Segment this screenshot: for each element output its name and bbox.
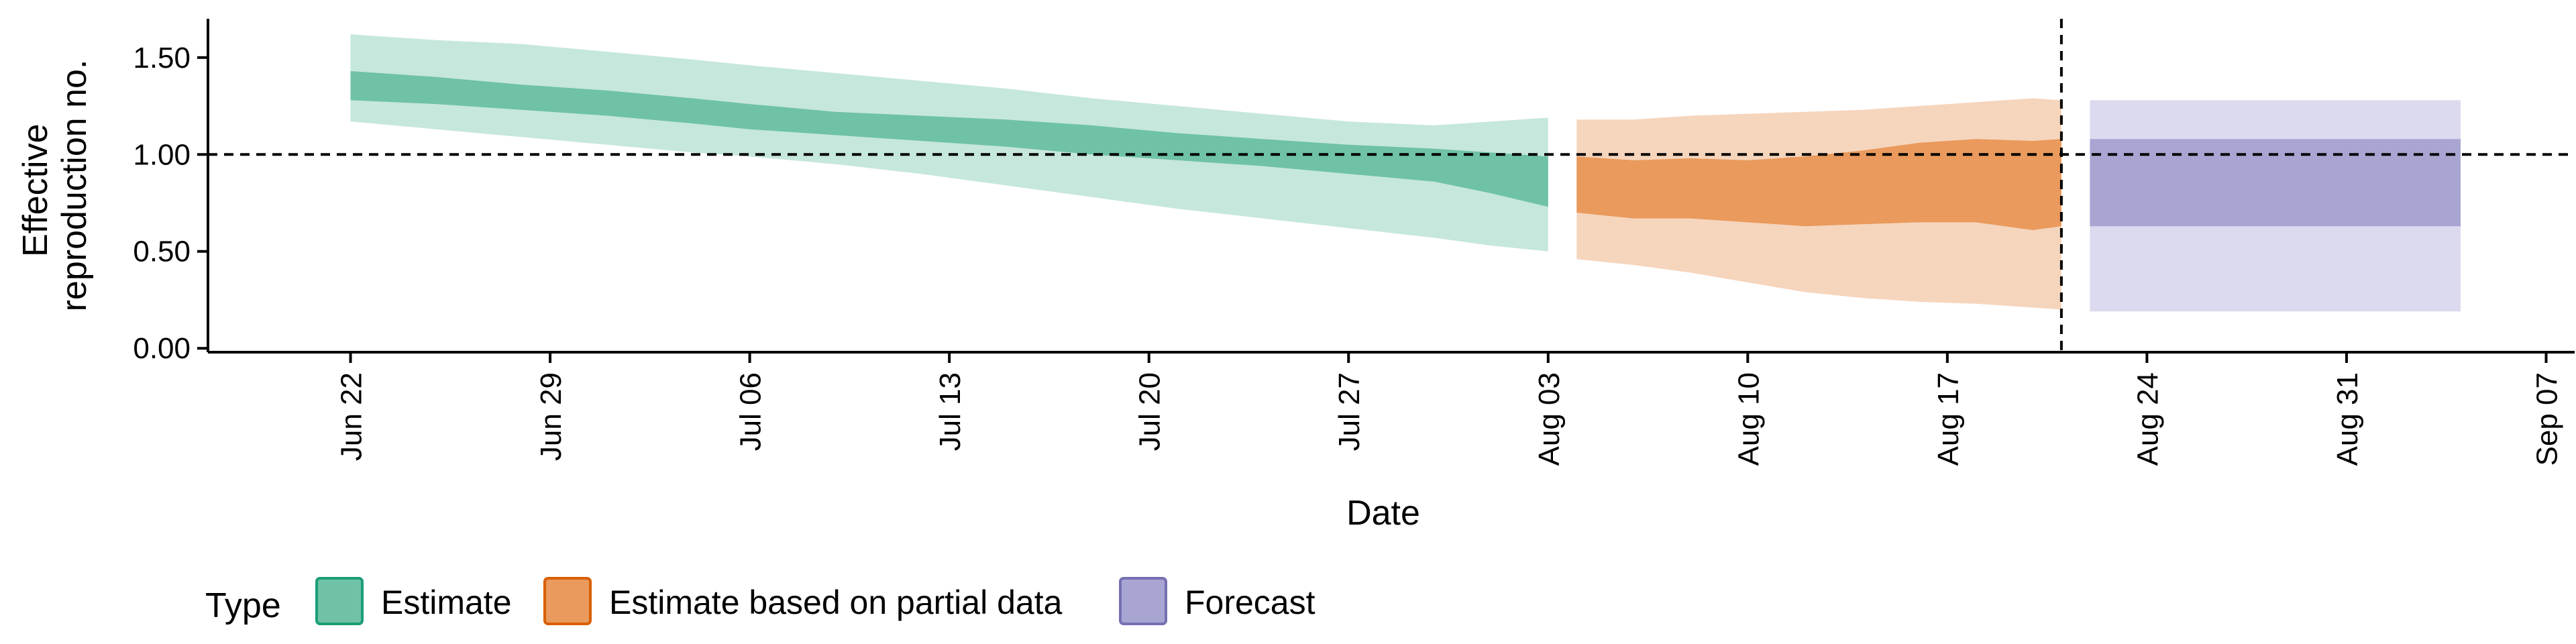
y-axis-title-line-1: Effective — [16, 123, 55, 256]
band-inner-forecast — [2090, 139, 2461, 227]
x-tick-label: Aug 24 — [2131, 372, 2164, 466]
band-inner-estimate — [350, 71, 1548, 207]
reference-lines — [208, 19, 2575, 352]
y-axis-title: Effective reproduction no. — [16, 60, 94, 312]
y-tick-label: 0.00 — [133, 332, 191, 365]
x-tick-label: Jul 20 — [1134, 372, 1167, 451]
legend: Type Estimate Estimate based on partial d… — [205, 577, 1316, 625]
x-tick-label: Aug 17 — [1932, 372, 1965, 466]
bands-layer — [350, 34, 2461, 312]
x-axis-title: Date — [1346, 494, 1420, 533]
legend-key-estimate-based-on-partial-data — [543, 577, 592, 625]
x-tick-label: Jul 13 — [934, 372, 967, 451]
x-tick-label: Aug 03 — [1533, 372, 1566, 466]
legend-label-estimate: Estimate — [381, 584, 512, 621]
x-tick-label: Jul 06 — [735, 372, 767, 451]
axes: 0.00 0.50 1.00 1.50 Jun 22 Jun 29 Jul 06 Jul 13… — [133, 19, 2575, 466]
legend-title: Type — [205, 586, 281, 625]
legend-label-forecast: Forecast — [1185, 584, 1316, 621]
y-tick-label: 0.50 — [133, 235, 191, 268]
legend-key-forecast — [1119, 577, 1167, 625]
x-tick-label: Aug 10 — [1732, 372, 1765, 466]
x-tick-label: Jun 22 — [335, 372, 368, 461]
band-inner-estimate-based-on-partial-data — [1576, 139, 2061, 230]
y-tick-label: 1.50 — [133, 42, 191, 74]
x-tick-label: Sep 07 — [2531, 372, 2564, 466]
x-tick-label: Jul 27 — [1333, 372, 1366, 451]
y-axis-title-line-2: reproduction no. — [55, 60, 94, 312]
band-outer-estimate — [350, 34, 1548, 252]
x-tick-label: Aug 31 — [2331, 372, 2364, 466]
legend-key-estimate — [315, 577, 364, 625]
x-tick-label: Jun 29 — [535, 372, 568, 461]
y-tick-label: 1.00 — [133, 138, 191, 171]
legend-label-estimate-based-on-partial-data: Estimate based on partial data — [609, 584, 1063, 621]
